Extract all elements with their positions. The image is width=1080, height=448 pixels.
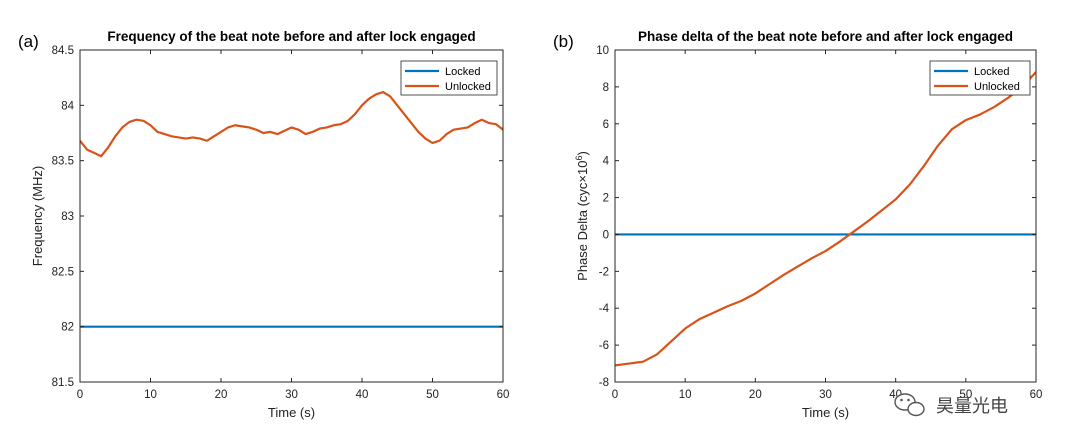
series-line-unlocked xyxy=(615,71,1036,367)
x-tick-label: 0 xyxy=(77,389,83,401)
y-tick-label: -2 xyxy=(599,266,609,278)
x-tick-label: 60 xyxy=(1030,389,1043,401)
legend: Locked Unlocked xyxy=(400,60,498,96)
y-tick-label: 0 xyxy=(603,229,609,241)
x-tick-label: 50 xyxy=(959,389,972,401)
x-axis-label: Time (s) xyxy=(268,405,315,420)
y-tick-label: 82.5 xyxy=(52,266,74,278)
legend-label-unlocked: Unlocked xyxy=(974,81,1020,93)
y-axis-label-main: Phase Delta (cyc×10 xyxy=(575,161,590,281)
y-tick-label: -4 xyxy=(599,303,610,315)
panel-label: (b) xyxy=(553,32,574,51)
y-tick-label: 8 xyxy=(603,82,609,94)
y-tick-label: 10 xyxy=(596,45,609,57)
x-tick-label: 0 xyxy=(612,389,618,401)
x-axis-label: Time (s) xyxy=(802,405,849,420)
wechat-icon-bubble-small xyxy=(907,401,925,417)
y-tick-label: -8 xyxy=(599,377,609,389)
x-tick-label: 30 xyxy=(285,389,298,401)
y-tick-label: 83.5 xyxy=(52,156,74,168)
y-axis-label: Phase Delta (cyc×106) xyxy=(574,151,590,281)
y-tick-label: 82 xyxy=(61,322,74,334)
y-tick-label: 83 xyxy=(61,211,74,223)
legend-label-locked: Locked xyxy=(445,66,480,78)
chart-panel-1: (b) Phase delta of the beat note before a… xyxy=(553,29,1042,420)
y-axis-label: Frequency (MHz) xyxy=(30,166,45,266)
x-tick-label: 10 xyxy=(144,389,157,401)
legend-label-unlocked: Unlocked xyxy=(445,81,491,93)
plot-area xyxy=(615,50,1036,382)
y-tick-label: 2 xyxy=(603,193,609,205)
y-axis-label-suffix: ) xyxy=(575,151,590,155)
chart-title: Frequency of the beat note before and af… xyxy=(107,29,475,44)
x-tick-label: 60 xyxy=(497,389,510,401)
y-axis-label-main: Frequency (MHz) xyxy=(30,166,45,266)
y-tick-label: 81.5 xyxy=(52,377,74,389)
y-axis-label-superscript: 6 xyxy=(574,156,584,161)
chart-title: Phase delta of the beat note before and … xyxy=(638,29,1013,44)
x-tick-label: 40 xyxy=(356,389,369,401)
legend: Locked Unlocked xyxy=(929,60,1031,96)
y-tick-label: 6 xyxy=(603,119,609,131)
x-tick-label: 20 xyxy=(749,389,762,401)
wechat-icon xyxy=(894,393,925,417)
wechat-icon-eye xyxy=(900,398,903,402)
legend-box xyxy=(929,60,1031,96)
y-tick-label: 4 xyxy=(603,156,610,168)
y-tick-label: 84 xyxy=(61,100,74,112)
panel-label: (a) xyxy=(18,32,39,51)
chart-panel-0: (a) Frequency of the beat note before and… xyxy=(18,29,509,420)
x-tick-label: 30 xyxy=(819,389,832,401)
wechat-icon-eye xyxy=(907,398,910,402)
legend-label-locked: Locked xyxy=(974,66,1009,78)
legend-box xyxy=(400,60,498,96)
x-tick-label: 20 xyxy=(215,389,228,401)
x-tick-label: 10 xyxy=(679,389,692,401)
plot-area xyxy=(80,50,503,382)
x-tick-label: 50 xyxy=(426,389,439,401)
y-tick-label: -6 xyxy=(599,340,609,352)
y-tick-label: 84.5 xyxy=(52,45,74,57)
watermark-text: 昊量光电 xyxy=(936,396,1008,417)
watermark: 昊量光电 xyxy=(894,393,1008,417)
series-line-unlocked xyxy=(80,90,503,158)
